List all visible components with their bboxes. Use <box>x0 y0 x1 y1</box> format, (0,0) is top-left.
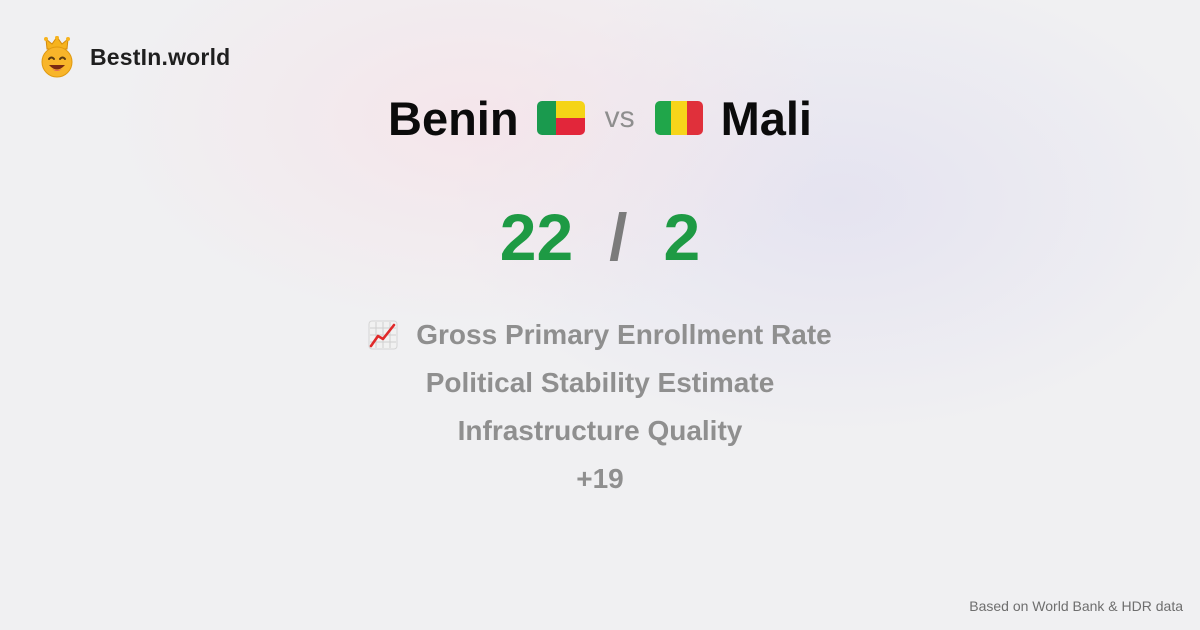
data-source-note: Based on World Bank & HDR data <box>969 598 1183 614</box>
metric-label: Gross Primary Enrollment Rate <box>416 319 832 350</box>
metric-label: Political Stability Estimate <box>425 367 775 398</box>
metric-item: Infrastructure Quality <box>458 407 743 455</box>
metric-item: Political Stability Estimate <box>426 359 775 407</box>
right-country-name: Mali <box>720 91 812 145</box>
benin-flag-icon <box>536 101 585 135</box>
metric-label: +19 <box>576 463 624 494</box>
vs-label: vs <box>604 101 635 134</box>
left-score: 22 <box>499 200 574 274</box>
score: 22 / 2 <box>0 192 1200 282</box>
metric-item: Gross Primary Enrollment Rate <box>368 311 832 359</box>
right-score: 2 <box>663 200 701 274</box>
brand-logo[interactable]: BestIn.world <box>38 36 230 78</box>
crown-smiley-icon <box>41 36 73 78</box>
score-separator: / <box>609 200 628 274</box>
metric-label: Infrastructure Quality <box>457 415 743 446</box>
more-metrics-count: +19 <box>576 455 624 503</box>
left-country-name: Benin <box>388 91 519 145</box>
metrics-list: Gross Primary Enrollment Rate Political … <box>0 311 1200 503</box>
mali-flag-icon <box>654 101 703 135</box>
comparison-title: Benin vs Mali <box>0 88 1200 148</box>
chart-increasing-icon <box>368 320 398 350</box>
brand-name: BestIn.world <box>90 43 231 70</box>
